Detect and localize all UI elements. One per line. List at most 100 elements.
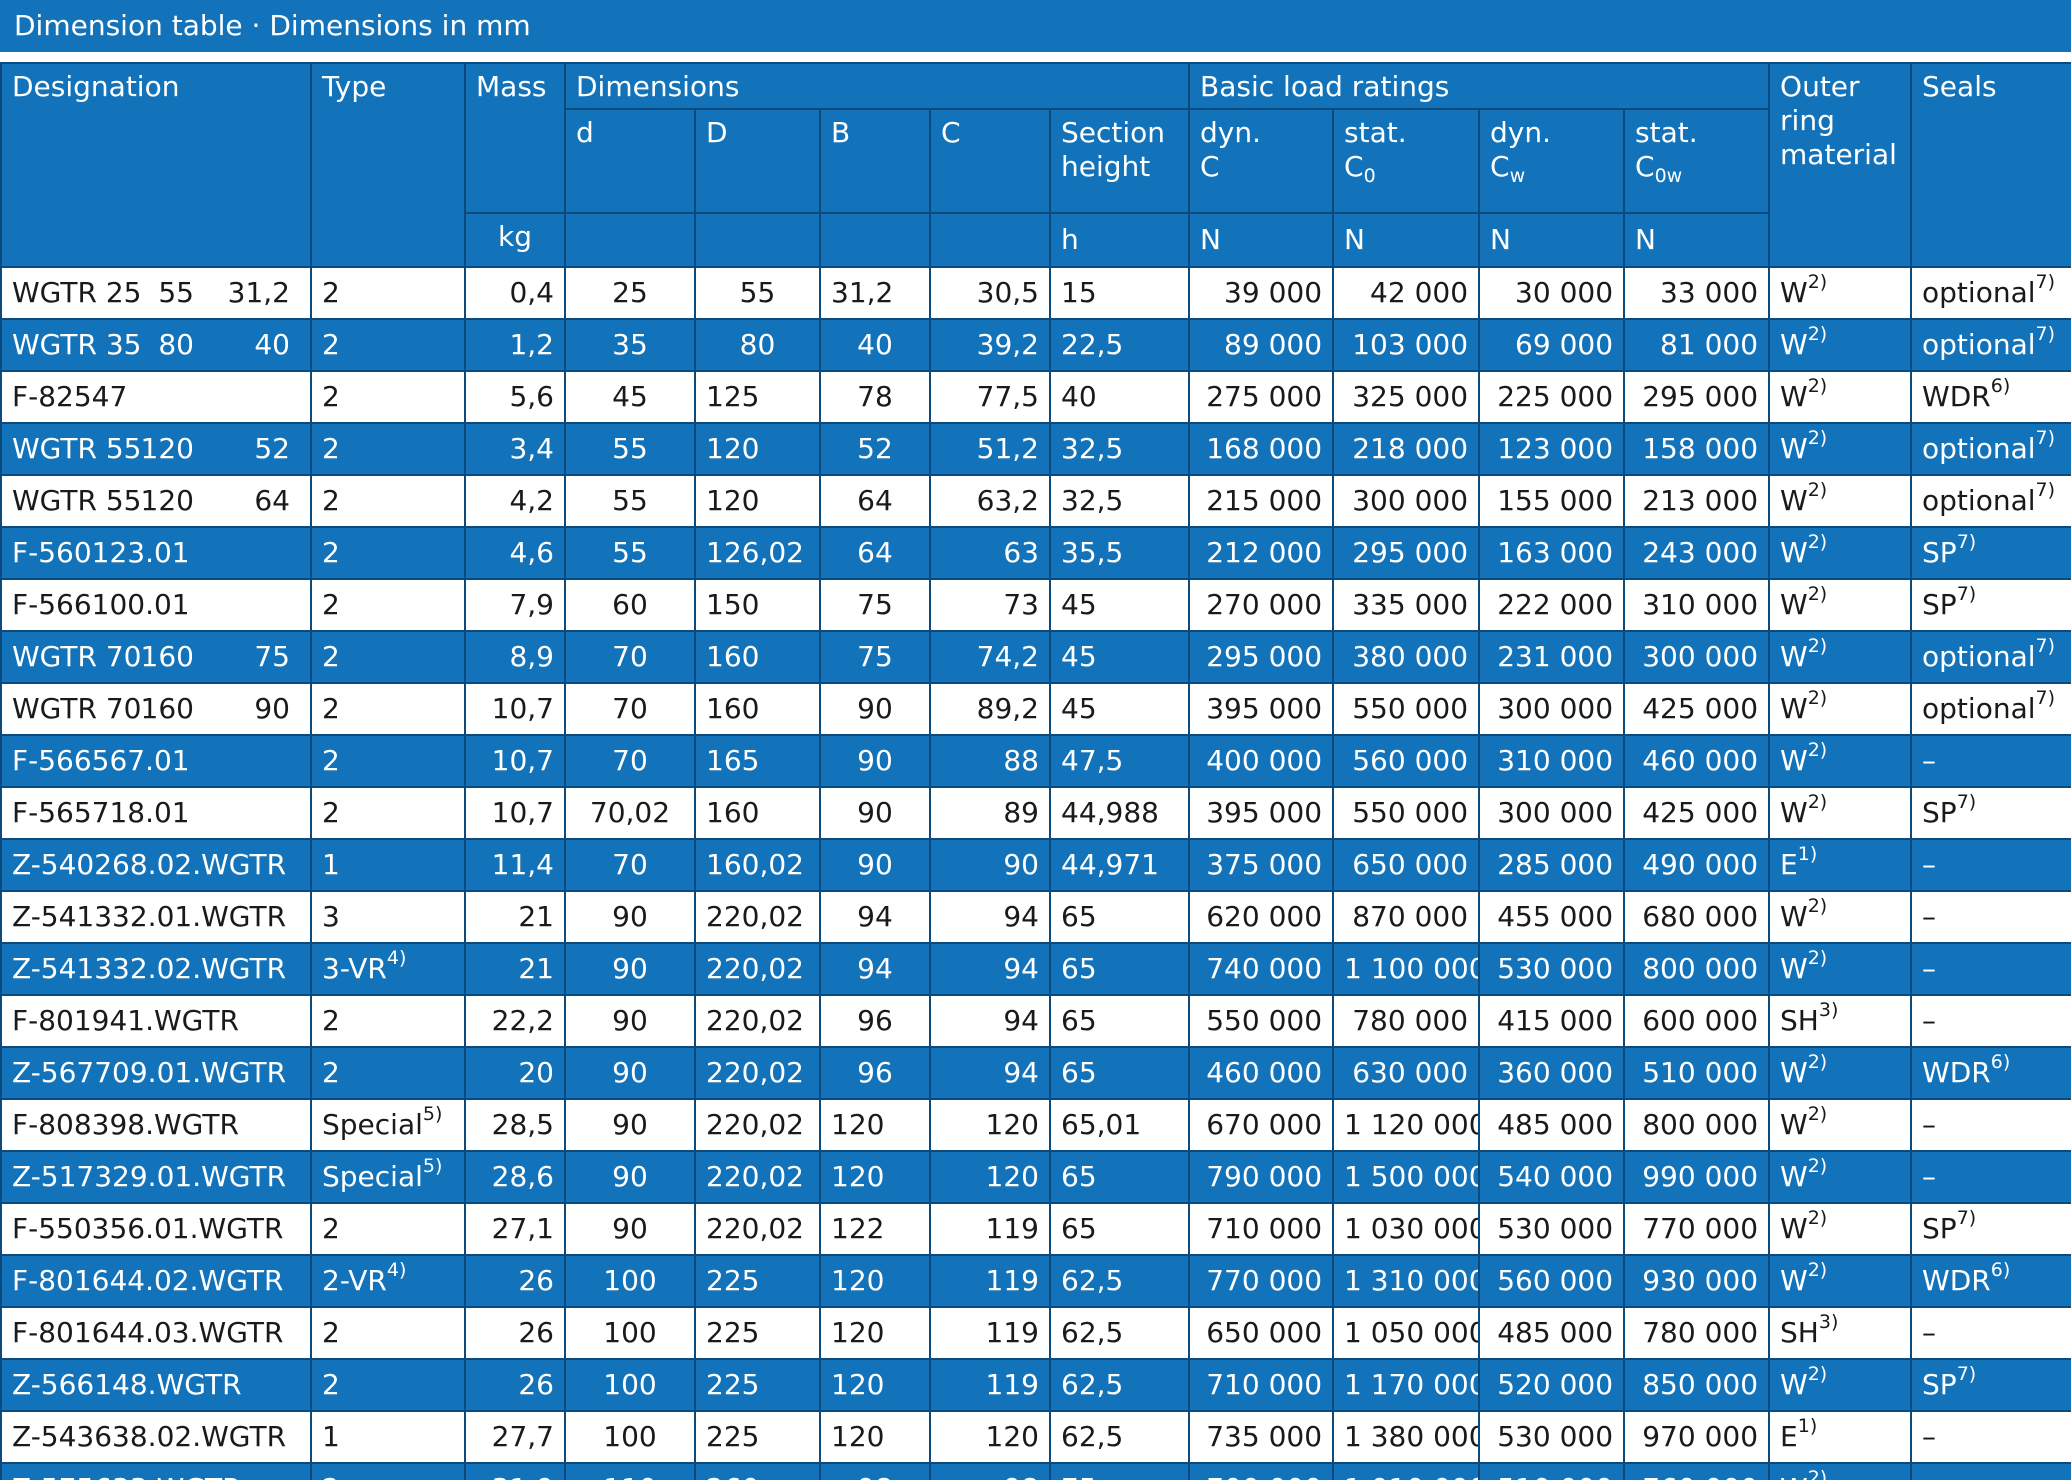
seals-value: WDR <box>1922 1264 1991 1297</box>
table-row: Z-566148.WGTR 2 26 100 225 120 119 62,5 710 000 1… <box>0 1358 2071 1412</box>
table-row: WGTR 35 80 40 2 1,2 35 80 40 39,2 22,5 89 000 103 0… <box>0 318 2071 372</box>
cell-type: 1 <box>310 1410 466 1464</box>
cell-C: 39,2 <box>929 318 1051 372</box>
type-value: 2 <box>322 744 340 777</box>
header-stat-c0-line1: stat. <box>1344 116 1407 149</box>
dimension-table: Designation Type Mass Dimensions Basic l… <box>0 62 2071 1480</box>
designation-part: 40 <box>254 328 290 361</box>
cell-dyn-cw: 163 000 <box>1478 526 1626 580</box>
cell-C: 119 <box>929 1202 1051 1256</box>
header-section-height-line2: height <box>1061 150 1151 183</box>
type-value: Special <box>322 1108 423 1141</box>
material-footnote: 2) <box>1807 583 1828 605</box>
cell-mass: 10,7 <box>464 682 566 736</box>
cell-seals: optional7) <box>1910 630 2071 684</box>
cell-B: 120 <box>819 1150 931 1204</box>
cell-dyn-c: 620 000 <box>1188 890 1335 944</box>
cell-section-height: 47,5 <box>1048 734 1191 788</box>
material-footnote: 2) <box>1807 739 1828 761</box>
cell-dyn-cw: 225 000 <box>1478 370 1626 424</box>
cell-stat-c0w: 930 000 <box>1623 1254 1771 1308</box>
cell-dyn-c: 212 000 <box>1188 526 1335 580</box>
header-dyn-c-line1: dyn. <box>1200 116 1262 149</box>
cell-d: 60 <box>564 578 696 632</box>
cell-type: 2 <box>310 630 466 684</box>
type-value: 1 <box>322 1420 340 1453</box>
cell-d: 45 <box>564 370 696 424</box>
cell-D: 165 <box>694 734 821 788</box>
cell-stat-c0w: 760 000 <box>1623 1462 1771 1480</box>
cell-outer-ring-material: W2) <box>1768 1202 1913 1256</box>
cell-outer-ring-material: W2) <box>1768 1358 1913 1412</box>
cell-dyn-cw: 530 000 <box>1478 1410 1626 1464</box>
material-footnote: 2) <box>1807 1155 1828 1177</box>
material-footnote: 2) <box>1807 1363 1828 1385</box>
material-value: W <box>1780 432 1808 465</box>
designation-part: WGTR 70 <box>12 640 142 673</box>
header-outer-ring-material-line3: material <box>1780 138 1897 171</box>
type-value: 2 <box>322 328 340 361</box>
cell-mass: 10,7 <box>464 786 566 840</box>
cell-B: 120 <box>819 1098 931 1152</box>
seals-value: – <box>1922 900 1937 933</box>
cell-type: 2 <box>310 734 466 788</box>
material-value: W <box>1780 588 1808 621</box>
cell-seals: – <box>1910 1462 2071 1480</box>
material-value: SH <box>1780 1316 1819 1349</box>
material-footnote: 2) <box>1807 375 1828 397</box>
cell-stat-c0: 1 100 000 <box>1332 942 1481 996</box>
cell-stat-c0: 218 000 <box>1332 422 1481 476</box>
material-value: SH <box>1780 1004 1819 1037</box>
material-footnote: 2) <box>1807 947 1828 969</box>
type-value: 2 <box>322 1368 340 1401</box>
table-row: Z-541332.01.WGTR 3 21 90 220,02 94 94 65 620 000… <box>0 890 2071 944</box>
seals-footnote: 7) <box>2035 687 2056 709</box>
material-value: W <box>1780 952 1808 985</box>
material-value: W <box>1780 1472 1808 1480</box>
cell-seals: SP7) <box>1910 526 2071 580</box>
cell-seals: optional7) <box>1910 682 2071 736</box>
material-value: W <box>1780 744 1808 777</box>
cell-designation: Z-575633.WGTR <box>0 1462 312 1480</box>
material-footnote: 2) <box>1807 323 1828 345</box>
header-C-unit <box>929 212 1051 268</box>
material-footnote: 2) <box>1807 271 1828 293</box>
cell-dyn-c: 275 000 <box>1188 370 1335 424</box>
seals-value: SP <box>1922 796 1957 829</box>
designation-part: WGTR 25 <box>12 276 142 309</box>
cell-outer-ring-material: SH3) <box>1768 1306 1913 1360</box>
table-row: F-801644.02.WGTR 2-VR4) 26 100 225 120 119 62,5… <box>0 1254 2071 1308</box>
cell-dyn-cw: 530 000 <box>1478 942 1626 996</box>
cell-seals: optional7) <box>1910 318 2071 372</box>
cell-dyn-cw: 300 000 <box>1478 786 1626 840</box>
header-dimensions: Dimensions <box>563 62 1191 110</box>
seals-footnote: 6) <box>1990 1051 2011 1073</box>
cell-section-height: 44,971 <box>1048 838 1191 892</box>
type-footnote: 5) <box>422 1103 443 1125</box>
cell-section-height: 40 <box>1048 370 1191 424</box>
cell-dyn-cw: 69 000 <box>1478 318 1626 372</box>
cell-B: 78 <box>819 370 931 424</box>
type-value: 2 <box>322 692 340 725</box>
cell-type: 2 <box>310 682 466 736</box>
cell-outer-ring-material: W2) <box>1768 1254 1913 1308</box>
seals-footnote: 7) <box>2035 635 2056 657</box>
cell-seals: – <box>1910 1150 2071 1204</box>
type-value: 1 <box>322 848 340 881</box>
cell-dyn-cw: 123 000 <box>1478 422 1626 476</box>
cell-stat-c0: 325 000 <box>1332 370 1481 424</box>
cell-dyn-c: 395 000 <box>1188 682 1335 736</box>
cell-d: 70 <box>564 630 696 684</box>
cell-designation: F-801941.WGTR <box>0 994 312 1048</box>
cell-D: 120 <box>694 474 821 528</box>
cell-designation: WGTR 55120 52 <box>0 422 312 476</box>
cell-C: 30,5 <box>929 266 1051 320</box>
type-footnote: 4) <box>386 947 407 969</box>
seals-footnote: 7) <box>1956 583 1977 605</box>
material-footnote: 2) <box>1807 479 1828 501</box>
cell-designation: F-550356.01.WGTR <box>0 1202 312 1256</box>
cell-type: 2 <box>310 1202 466 1256</box>
type-value: 2 <box>322 1212 340 1245</box>
cell-mass: 5,6 <box>464 370 566 424</box>
